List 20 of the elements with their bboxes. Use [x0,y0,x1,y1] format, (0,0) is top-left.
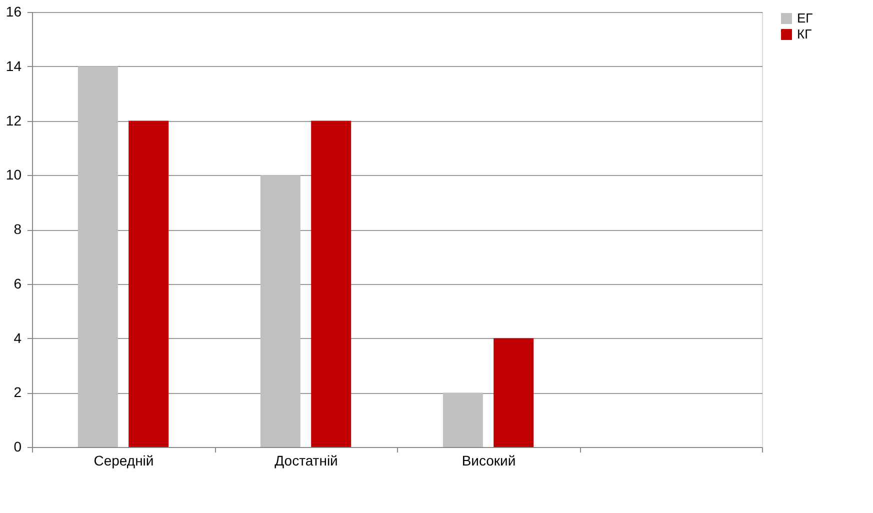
y-tick-label: 0 [14,438,22,454]
x-tick-label: Середній [94,452,154,468]
bar [128,120,169,447]
y-tick-label: 12 [6,112,22,128]
y-tick-label: 8 [14,221,22,237]
bar [260,175,300,447]
y-tick-label: 6 [14,275,22,292]
bar [442,392,483,447]
y-tick-label: 4 [14,330,22,346]
y-tick-label: 2 [14,384,22,400]
x-tick-label: Достатній [274,452,338,468]
legend-label: КГ [797,26,812,42]
bar [494,338,534,447]
bar [78,66,118,447]
y-tick-label: 14 [6,58,22,74]
x-tick-label: Високий [462,452,516,468]
y-tick-label: 10 [6,166,22,183]
bar [311,120,352,447]
legend-label: ЕГ [797,10,813,26]
y-tick-label: 16 [6,4,22,20]
